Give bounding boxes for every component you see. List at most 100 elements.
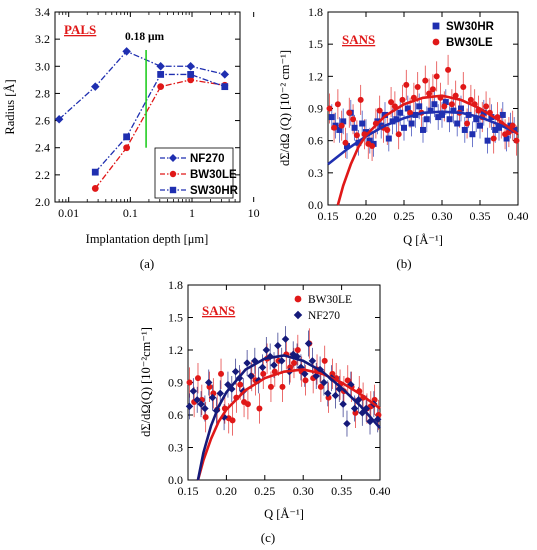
- data-point-bw30le: [186, 379, 193, 386]
- data-point-nf270: [308, 357, 317, 365]
- data-point-sw30hr: [408, 120, 415, 127]
- data-point-sw30hr: [484, 137, 491, 144]
- data-point-bw30le: [422, 77, 429, 84]
- axis-ticks: 0.01 0.1 1 10 2.0 2.2 2.4 2.6 2.8 3.0 3.2 3.4: [35, 5, 260, 220]
- data-point-bw30le: [344, 377, 351, 384]
- panel-b-sans-chart: 0.15 0.20 0.25 0.30 0.35 0.40 0.0 0.3 0.6 0.9 1.2 1…: [278, 5, 529, 271]
- legend-marker: [294, 295, 302, 303]
- data-point-nf270: [208, 393, 217, 402]
- data-point-nf270: [91, 82, 100, 91]
- series-line-nf270: [58, 50, 225, 120]
- x-tick-label: 10: [248, 206, 260, 220]
- y-tick-label: 0.0: [168, 473, 183, 487]
- data-point-sw30hr: [477, 122, 483, 129]
- legend-label: NF270: [308, 310, 340, 322]
- fit-curve-nf270: [196, 354, 381, 481]
- legend-label: BW30LE: [308, 294, 352, 306]
- y-axis-label: Radius [Å]: [3, 79, 17, 134]
- data-point-nf270: [251, 357, 259, 365]
- data-point-nf270: [201, 404, 209, 413]
- legend-label: BW30LE: [190, 169, 237, 181]
- chart-title: PALS: [64, 22, 96, 37]
- data-point-nf270: [247, 372, 255, 380]
- data-point-bw30le: [187, 76, 195, 84]
- y-tick-label: 3.0: [35, 59, 50, 73]
- data-point-nf270: [350, 404, 359, 413]
- data-point-bw30le: [353, 132, 360, 139]
- data-point-bw30le: [237, 381, 244, 388]
- data-point-bw30le: [395, 131, 402, 138]
- data-point-bw30le: [399, 96, 406, 103]
- x-tick-label: 0.20: [356, 209, 377, 223]
- data-point-bw30le: [244, 401, 251, 408]
- data-point-sw30hr: [446, 116, 453, 123]
- x-tick-label: 0.15: [318, 209, 339, 223]
- data-point-sw30hr: [366, 137, 373, 144]
- data-point-sw30hr: [499, 111, 506, 118]
- data-point-sw30hr: [442, 99, 449, 106]
- data-point-bw30le: [279, 383, 286, 390]
- y-tick-label: 0.6: [168, 408, 183, 422]
- data-point-nf270: [204, 378, 213, 387]
- y-tick-label: 0.9: [308, 102, 323, 116]
- data-point-bw30le: [326, 105, 333, 112]
- legend-label: BW30LE: [446, 37, 493, 49]
- data-point-nf270: [231, 367, 240, 376]
- data-point-bw30le: [334, 101, 341, 108]
- data-point-nf270: [258, 363, 267, 372]
- legend-marker: [169, 154, 177, 162]
- data-point-nf270: [185, 402, 194, 411]
- legend-marker: [169, 170, 177, 178]
- data-point-nf270: [331, 391, 340, 400]
- data-point-bw30le: [426, 90, 433, 97]
- data-point-bw30le: [350, 116, 357, 123]
- legend-label: NF270: [190, 153, 225, 165]
- data-point-bw30le: [414, 84, 421, 91]
- data-point-bw30le: [331, 124, 338, 131]
- y-tick-label: 0.3: [308, 166, 323, 180]
- data-point-sw30hr: [420, 126, 426, 133]
- y-axis-label: dΣ/dΩ(Q) [10⁻²cm⁻¹]: [139, 327, 153, 437]
- legend: BW30LE NF270: [293, 294, 352, 322]
- data-point-bw30le: [317, 383, 324, 390]
- data-point-sw30hr: [401, 124, 407, 131]
- legend-label: SW30HR: [190, 185, 239, 197]
- data-point-bw30le: [346, 109, 353, 116]
- y-tick-label: 2.4: [35, 141, 50, 155]
- data-point-bw30le: [384, 126, 391, 133]
- data-point-nf270: [373, 415, 382, 424]
- x-tick-label: 0.35: [331, 484, 352, 498]
- legend: NF270 BW30LE SW30HR: [154, 147, 239, 199]
- data-point-sw30hr: [435, 114, 442, 121]
- data-point-bw30le: [194, 375, 201, 382]
- x-tick-label: 0.25: [394, 209, 415, 223]
- data-point-sw30hr: [340, 118, 347, 125]
- data-point-bw30le: [342, 139, 349, 146]
- data-point-nf270: [216, 389, 225, 398]
- data-point-bw30le: [403, 81, 410, 88]
- x-tick-label: 0.01: [58, 206, 79, 220]
- data-point-bw30le: [369, 143, 376, 150]
- y-tick-label: 1.2: [308, 69, 323, 83]
- data-point-nf270: [300, 370, 309, 378]
- data-point-bw30le: [357, 96, 364, 103]
- y-tick-label: 2.2: [35, 168, 50, 182]
- data-point-bw30le: [157, 83, 165, 91]
- data-point-sw30hr: [503, 135, 510, 142]
- data-point-bw30le: [321, 357, 328, 364]
- data-point-bw30le: [483, 103, 490, 110]
- axis-ticks: 0.15 0.20 0.25 0.30 0.35 0.40 0.0 0.3 0.6 0.9 1.2 1…: [308, 5, 529, 223]
- data-point-bw30le: [460, 84, 467, 91]
- data-point-sw30hr: [404, 105, 411, 112]
- data-point-bw30le: [267, 383, 274, 390]
- y-tick-label: 3.2: [35, 32, 50, 46]
- data-point-nf270: [243, 359, 251, 367]
- data-point-bw30le: [464, 120, 471, 127]
- data-point-nf270: [339, 400, 347, 408]
- x-tick-label: 0.15: [178, 484, 199, 498]
- data-point-nf270: [270, 361, 278, 369]
- data-point-bw30le: [467, 96, 474, 103]
- data-point-sw30hr: [492, 126, 499, 133]
- data-point-sw30hr: [351, 124, 358, 131]
